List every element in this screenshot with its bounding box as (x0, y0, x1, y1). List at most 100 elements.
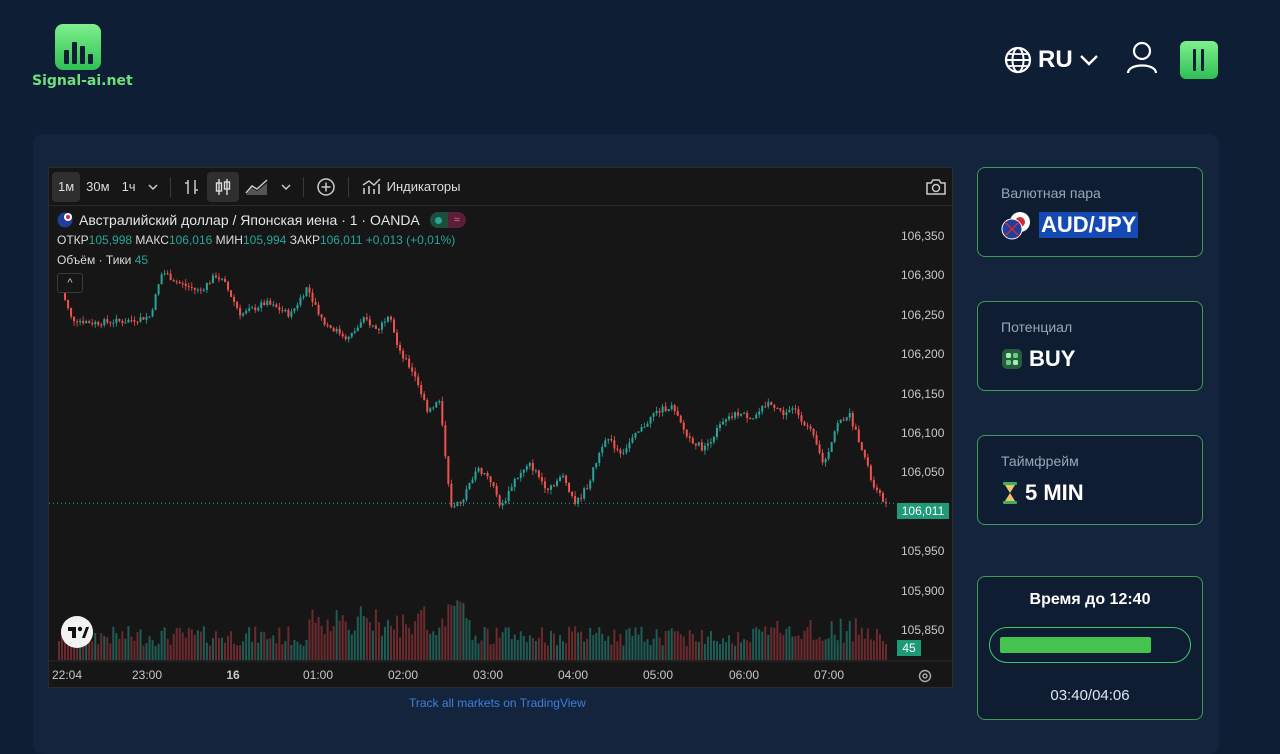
candle-body (417, 376, 420, 386)
volume-bar (266, 639, 269, 660)
volume-bar (335, 610, 338, 660)
candle-body (731, 416, 734, 418)
volume-bar (61, 628, 64, 660)
volume-bar (477, 643, 480, 660)
language-selector[interactable]: RU (1004, 44, 1099, 76)
candle-body (806, 425, 809, 427)
tradingview-logo[interactable] (61, 616, 93, 648)
candle-body (866, 457, 869, 466)
volume-bar (728, 635, 731, 660)
volume-bar (528, 635, 531, 660)
candle-body (136, 321, 139, 323)
volume-bar (190, 629, 193, 660)
volume-bar (160, 630, 163, 660)
volume-bar (220, 637, 223, 660)
candle-body (833, 431, 836, 443)
volume-bar (559, 635, 562, 660)
volume-bar (685, 645, 688, 660)
candle-body (580, 497, 583, 499)
candle-body (752, 418, 755, 420)
candle-body (172, 279, 175, 282)
volume-bar (118, 638, 121, 660)
volume-bar (860, 627, 863, 660)
timeframe-value: 5 MIN (1025, 480, 1084, 505)
candle-body (640, 427, 643, 432)
candle-body (706, 443, 709, 446)
volume-bar (709, 630, 712, 660)
screenshot-button[interactable] (919, 172, 952, 202)
market-open-icon (429, 212, 448, 228)
tradingview-link[interactable]: Track all markets on TradingView (409, 696, 586, 710)
interval-1m-button[interactable]: 1м (52, 171, 81, 202)
candle-body (251, 307, 254, 309)
volume-bar (145, 643, 148, 660)
bars-style-button[interactable] (177, 172, 207, 202)
volume-bar (115, 633, 118, 660)
candle-body (740, 413, 743, 416)
area-style-button[interactable] (239, 172, 275, 202)
user-icon[interactable] (1126, 41, 1158, 75)
volume-bar (815, 639, 818, 660)
candle-body (148, 316, 151, 318)
volume-bar (715, 641, 718, 660)
volume-bar (679, 634, 682, 660)
candle-body (202, 289, 205, 291)
volume-bar (214, 631, 217, 660)
interval-30m-button[interactable]: 30м (86, 179, 110, 194)
market-status-badge[interactable]: ≈ (429, 212, 466, 228)
chart-settings-icon[interactable] (917, 668, 933, 684)
volume-bar (326, 619, 329, 660)
candle-body (151, 309, 154, 317)
volume-bar (302, 645, 305, 660)
volume-bar (722, 638, 724, 660)
volume-bar (758, 629, 761, 660)
candle-body (374, 325, 377, 329)
candle-body (534, 470, 537, 472)
candle-body (462, 499, 465, 503)
chart-style-dropdown-button[interactable] (275, 172, 297, 202)
volume-bar (233, 643, 236, 660)
volume-bar (199, 631, 202, 660)
candle-body (82, 320, 85, 324)
candle-body (338, 328, 341, 334)
volume-bar (643, 641, 646, 660)
candle-body (371, 325, 374, 327)
price-chart-canvas[interactable] (49, 168, 952, 687)
app-menu-button[interactable] (1180, 41, 1218, 79)
potential-card: Потенциал BUY (977, 301, 1203, 391)
candle-body (287, 309, 290, 317)
candle-body (233, 296, 236, 302)
volume-bar (386, 619, 389, 660)
timeframe-label: Таймфрейм (1001, 453, 1079, 469)
volume-bar (634, 627, 637, 660)
volume-bar (610, 644, 613, 660)
candle-body (187, 286, 190, 288)
candle-body (643, 426, 646, 428)
candle-body (420, 385, 423, 395)
tradingview-chart[interactable]: 1м 30м 1ч (48, 167, 953, 688)
volume-bar (501, 632, 504, 660)
time-tick-label: 03:00 (472, 668, 504, 682)
candle-body (423, 394, 426, 401)
interval-1h-button[interactable]: 1ч (121, 179, 136, 194)
candles-style-button[interactable] (206, 171, 239, 202)
candle-body (76, 321, 79, 323)
volume-bar (794, 636, 797, 660)
plus-circle-icon (316, 177, 335, 196)
indicators-button[interactable]: Индикаторы (355, 172, 467, 202)
volume-bar (619, 633, 622, 660)
volume-bar (408, 627, 411, 660)
candle-body (220, 278, 223, 280)
interval-dropdown-button[interactable] (142, 172, 164, 202)
volume-bar (142, 645, 145, 660)
toolbar-divider (302, 176, 304, 197)
site-logo[interactable]: Signal-ai.net (32, 24, 133, 94)
volume-bar (287, 626, 290, 660)
candle-body (495, 486, 498, 496)
volume-bar (731, 643, 734, 660)
candle-body (450, 483, 453, 507)
legend-collapse-button[interactable]: ^ (57, 273, 83, 293)
candle-body (836, 423, 839, 432)
volume-bar (67, 641, 70, 660)
compare-symbol-button[interactable] (310, 172, 342, 202)
